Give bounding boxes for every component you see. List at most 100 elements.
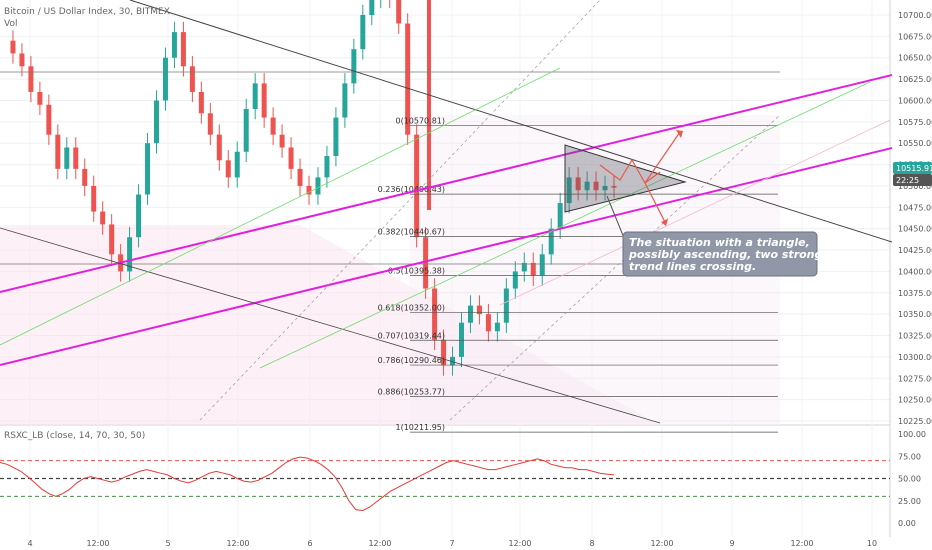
callout-line-3: trend lines crossing.	[629, 260, 756, 273]
candle-body	[512, 271, 518, 289]
green-trend-line-1	[0, 67, 561, 346]
candle-body	[306, 185, 312, 195]
fib-level-label: 1(10211.95)	[395, 423, 445, 432]
candle-body	[171, 32, 177, 58]
price-tick-label: 10300.00	[898, 353, 932, 362]
time-axis[interactable]: 4 12:00 5 12:00 6 12:00 7 12:00 8 12:00 9 12:00 10	[27, 539, 877, 548]
price-tick-label: 10350.00	[898, 310, 932, 319]
price-tick-label: 10325.00	[898, 332, 932, 341]
candle-body	[10, 40, 16, 54]
candle-body	[243, 109, 249, 152]
arrowhead-down	[661, 219, 668, 226]
rsi-tick-label: 50.00	[898, 475, 921, 484]
fib-level-label: 0(10570.81)	[395, 116, 445, 125]
candle-body	[145, 143, 151, 195]
candle-body	[360, 15, 366, 50]
spike-candle	[427, 0, 431, 210]
upper-channel-line	[0, 74, 893, 293]
green-trend-line-2	[259, 81, 871, 369]
candle-body	[369, 0, 375, 15]
triangle-pattern[interactable]	[564, 130, 687, 226]
candle-body	[234, 151, 240, 178]
candle-body	[342, 83, 348, 118]
arrowhead-up	[676, 130, 683, 138]
fib-level-label: 0.886(10253.77)	[378, 387, 445, 396]
candle-body	[180, 32, 186, 67]
fibonacci-retracement[interactable]: 0(10570.81) 0.236(10490.43) 0.382(10440.67…	[0, 71, 780, 433]
time-tick-label: 12:00	[650, 539, 673, 548]
rsi-indicator	[0, 456, 890, 512]
time-tick-label: 4	[27, 539, 32, 548]
price-tick-label: 10250.00	[898, 396, 932, 405]
symbol-legend: Bitcoin / US Dollar Index, 30, BITMEX	[4, 7, 170, 17]
candle-body	[279, 134, 285, 148]
candle-body	[503, 288, 509, 323]
candle-body	[441, 339, 447, 366]
fib-zone	[410, 115, 780, 425]
candle-body	[37, 91, 43, 105]
candle-body	[154, 100, 159, 144]
rsi-axis[interactable]: 100.00 75.00 50.00 25.00 0.00	[898, 430, 926, 528]
candle-body	[252, 83, 258, 110]
callout-line-2: possibly ascending, two strong	[628, 248, 823, 261]
last-price-badge: 10515.91	[893, 162, 932, 174]
projection-arrow-3	[644, 182, 666, 223]
triangle-shape	[564, 144, 687, 213]
rsi-tick-label: 0.00	[898, 519, 916, 528]
last-price-label: 10515.91	[896, 164, 932, 173]
candle-body	[351, 49, 357, 84]
price-tick-label: 10550.00	[898, 139, 932, 148]
candle-body	[593, 181, 599, 191]
dashed-line-1	[199, 0, 601, 421]
price-tick-label: 10375.00	[898, 289, 932, 298]
candle-body	[297, 168, 303, 186]
price-tick-label: 10400.00	[898, 267, 932, 276]
bearish-zone	[0, 225, 660, 425]
candle-body	[459, 322, 464, 357]
candle-body	[584, 181, 590, 191]
candle-body	[261, 83, 267, 118]
price-tick-label: 10225.00	[898, 417, 932, 426]
price-tick-label: 10700.00	[898, 11, 932, 20]
price-tick-label: 10450.00	[898, 225, 932, 234]
candle-body	[189, 66, 195, 92]
candle-body	[467, 305, 473, 323]
trend-lines[interactable]	[0, 0, 893, 424]
fib-level-label: 0.382(10440.67)	[378, 228, 445, 237]
rsi-legend: RSXC_LB (close, 14, 70, 30, 50)	[4, 431, 145, 441]
candle-body	[423, 237, 429, 289]
candle-body	[315, 177, 321, 195]
candle-body	[476, 305, 482, 315]
price-tick-label: 10575.00	[898, 118, 932, 127]
countdown-badge: 22:25	[893, 174, 932, 186]
volume-legend: Vol	[4, 19, 17, 29]
candle-body	[46, 104, 52, 135]
price-tick-label: 10675.00	[898, 32, 932, 41]
candle-body	[521, 262, 527, 272]
fib-level-label: 0.707(10319.44)	[378, 331, 445, 340]
candle-body	[73, 147, 79, 169]
last-price-box	[893, 162, 932, 174]
rsi-tick-label: 25.00	[898, 497, 921, 506]
countdown-box	[893, 174, 932, 186]
candle-body	[216, 134, 222, 161]
lower-descending-line	[0, 227, 661, 424]
price-axis[interactable]: 10700.00 10675.00 10650.00 10625.00 10600.00…	[898, 11, 932, 426]
candle-body	[82, 168, 88, 186]
rsi-tick-label: 100.00	[898, 430, 926, 439]
candles	[10, 0, 617, 376]
candle-body	[162, 57, 168, 101]
rsi-series-line	[0, 456, 615, 512]
fib-level-label: 0.236(10490.43)	[378, 185, 445, 194]
price-tick-label: 10650.00	[898, 54, 932, 63]
annotation-callout[interactable]: The situation with a triangle, possibly …	[606, 195, 823, 277]
candle-body	[432, 288, 438, 340]
rsi-tick-label: 75.00	[898, 452, 921, 461]
time-tick-label: 10	[867, 539, 877, 548]
time-tick-label: 12:00	[508, 539, 531, 548]
candle-body	[28, 66, 34, 92]
candle-body	[539, 254, 545, 276]
candle-body	[611, 185, 617, 188]
candle-body	[575, 177, 581, 191]
